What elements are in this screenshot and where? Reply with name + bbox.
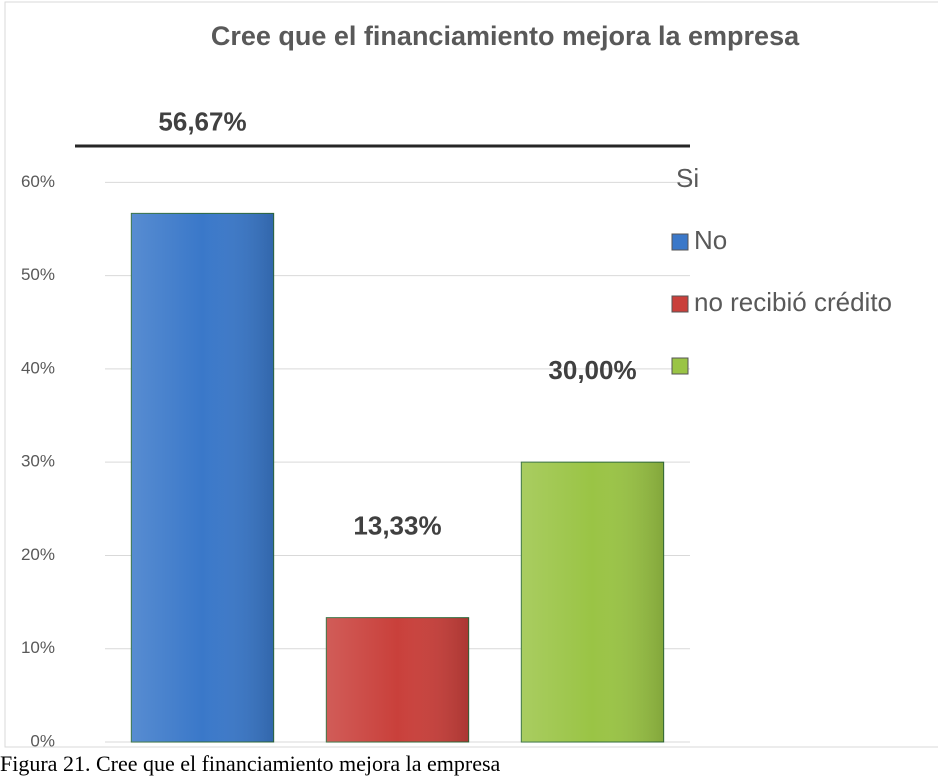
y-tick-label: 50%: [21, 265, 55, 284]
value-label: 30,00%: [548, 355, 636, 385]
y-tick-label: 10%: [21, 638, 55, 657]
y-tick-label: 20%: [21, 545, 55, 564]
y-tick-label: 0%: [30, 731, 55, 750]
legend-swatch: [671, 295, 689, 313]
caption: Figura 21. Cree que el financiamiento me…: [0, 751, 501, 776]
legend-swatch: [671, 233, 689, 251]
y-tick-label: 40%: [21, 358, 55, 377]
bar-shade: [521, 462, 664, 742]
legend-label: no recibió crédito: [694, 287, 892, 317]
legend-label: Si: [676, 163, 699, 193]
bar-shade: [131, 213, 274, 743]
legend-swatch: [671, 357, 689, 375]
legend-label: No: [694, 225, 727, 255]
value-label: 56,67%: [158, 106, 246, 136]
bar-shade: [326, 617, 469, 742]
y-tick-label: 60%: [21, 172, 55, 191]
chart-title: Cree que el financiamiento mejora la emp…: [211, 21, 800, 51]
value-label: 13,33%: [353, 511, 441, 541]
y-tick-label: 30%: [21, 452, 55, 471]
chart-border: [4, 1, 938, 748]
